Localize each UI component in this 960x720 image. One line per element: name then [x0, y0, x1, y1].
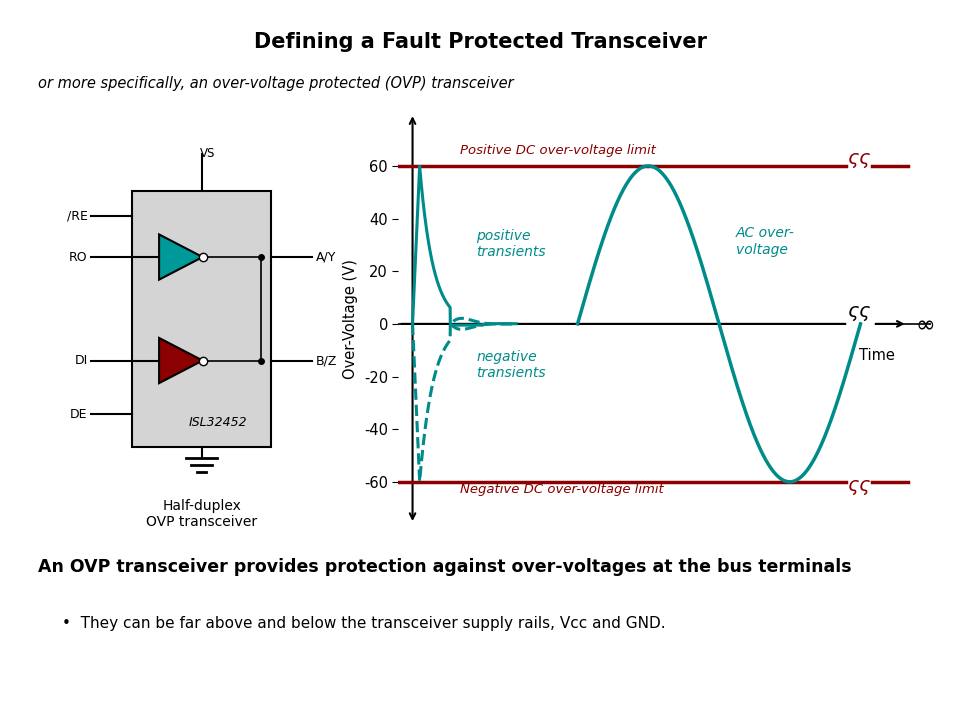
Polygon shape: [159, 235, 203, 279]
Text: Time: Time: [859, 348, 895, 363]
Text: Half-duplex
OVP transceiver: Half-duplex OVP transceiver: [146, 499, 257, 529]
Text: $\mathit{\varsigma\varsigma}$: $\mathit{\varsigma\varsigma}$: [847, 477, 872, 497]
Text: $\mathit{\varsigma\varsigma}$: $\mathit{\varsigma\varsigma}$: [847, 151, 872, 170]
Text: Negative DC over-voltage limit: Negative DC over-voltage limit: [460, 483, 663, 496]
Text: DE: DE: [70, 408, 87, 421]
Bar: [132, 191, 271, 447]
Text: $\mathit{\varsigma\varsigma}$: $\mathit{\varsigma\varsigma}$: [847, 304, 872, 323]
Text: VS: VS: [200, 148, 215, 161]
Text: DI: DI: [74, 354, 87, 367]
Text: negative
transients: negative transients: [476, 350, 546, 380]
Text: positive
transients: positive transients: [476, 229, 546, 259]
Text: /RE: /RE: [66, 209, 87, 222]
Text: B/Z: B/Z: [316, 354, 337, 367]
Text: AC over-
voltage: AC over- voltage: [735, 227, 795, 256]
Text: An OVP transceiver provides protection against over-voltages at the bus terminal: An OVP transceiver provides protection a…: [38, 558, 852, 576]
Text: or more specifically, an over-voltage protected (OVP) transceiver: or more specifically, an over-voltage pr…: [38, 76, 514, 91]
Text: A/Y: A/Y: [316, 251, 336, 264]
Text: •  They can be far above and below the transceiver supply rails, Vcc and GND.: • They can be far above and below the tr…: [62, 616, 666, 631]
Text: $\infty$: $\infty$: [915, 312, 934, 336]
Polygon shape: [159, 338, 203, 383]
Text: RO: RO: [69, 251, 87, 264]
Text: ISL32452: ISL32452: [189, 416, 248, 429]
Text: Positive DC over-voltage limit: Positive DC over-voltage limit: [460, 144, 656, 157]
Text: Defining a Fault Protected Transceiver: Defining a Fault Protected Transceiver: [253, 32, 707, 53]
Y-axis label: Over-Voltage (V): Over-Voltage (V): [344, 258, 358, 379]
